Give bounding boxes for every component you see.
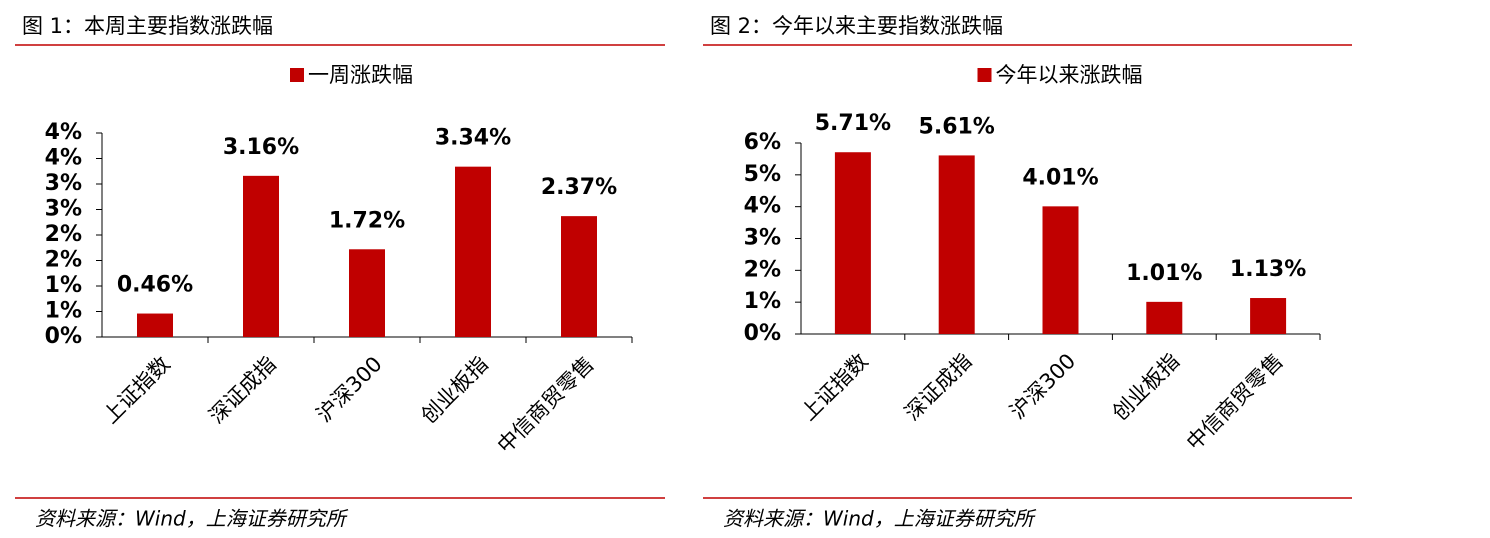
- y-tick-label: 3%: [45, 197, 82, 222]
- data-label: 0.46%: [117, 273, 193, 298]
- source: 资料来源：Wind，上海证券研究所: [35, 507, 349, 531]
- bar: [1146, 301, 1183, 334]
- bar: [938, 155, 975, 334]
- x-tick-label: 沪深300: [1005, 349, 1080, 424]
- bar: [561, 216, 597, 337]
- y-tick-label: 3%: [744, 226, 781, 251]
- bar: [834, 152, 871, 334]
- chart-title: 图 1：本周主要指数涨跌幅: [22, 14, 273, 38]
- x-tick-label: 深证成指: [900, 349, 976, 425]
- x-tick-label: 上证指数: [796, 349, 872, 425]
- y-tick-label: 1%: [45, 273, 82, 298]
- legend-swatch: [977, 68, 992, 82]
- bar: [1042, 206, 1079, 334]
- y-tick-label: 2%: [45, 222, 82, 247]
- y-tick-label: 0%: [45, 324, 82, 349]
- bar: [243, 175, 279, 337]
- y-tick-label: 3%: [45, 171, 82, 196]
- data-label: 5.71%: [815, 111, 891, 136]
- x-tick-label: 深证成指: [204, 352, 280, 428]
- data-label: 5.61%: [919, 114, 995, 139]
- data-label: 1.01%: [1126, 261, 1202, 286]
- y-tick-label: 4%: [45, 146, 82, 171]
- data-label: 4.01%: [1022, 165, 1098, 190]
- chart-title: 图 2：今年以来主要指数涨跌幅: [710, 14, 1003, 38]
- data-label: 3.34%: [435, 126, 511, 151]
- y-tick-label: 1%: [744, 289, 781, 314]
- y-tick-label: 0%: [744, 321, 781, 346]
- bar: [137, 313, 173, 337]
- bar: [349, 249, 385, 337]
- x-tick-label: 创业板指: [416, 352, 492, 428]
- x-tick-label: 创业板指: [1108, 349, 1184, 425]
- legend-label: 一周涨跌幅: [308, 63, 413, 87]
- y-tick-label: 2%: [45, 248, 82, 273]
- x-tick-label: 沪深300: [312, 352, 387, 427]
- y-tick-label: 4%: [744, 194, 781, 219]
- y-tick-label: 5%: [744, 162, 781, 187]
- x-tick-label: 中信商贸零售: [493, 352, 599, 458]
- y-tick-label: 1%: [45, 299, 82, 324]
- y-tick-label: 6%: [744, 130, 781, 155]
- y-tick-label: 4%: [45, 120, 82, 145]
- bar: [1250, 298, 1287, 334]
- x-tick-label: 中信商贸零售: [1182, 349, 1288, 455]
- data-label: 3.16%: [223, 135, 299, 160]
- bar: [455, 166, 491, 337]
- legend-swatch: [290, 68, 304, 82]
- y-tick-label: 2%: [744, 257, 781, 282]
- source: 资料来源：Wind，上海证券研究所: [723, 507, 1037, 531]
- legend-label: 今年以来涨跌幅: [996, 63, 1143, 87]
- x-tick-label: 上证指数: [98, 352, 174, 428]
- data-label: 1.13%: [1230, 257, 1306, 282]
- data-label: 2.37%: [541, 175, 617, 200]
- data-label: 1.72%: [329, 208, 405, 233]
